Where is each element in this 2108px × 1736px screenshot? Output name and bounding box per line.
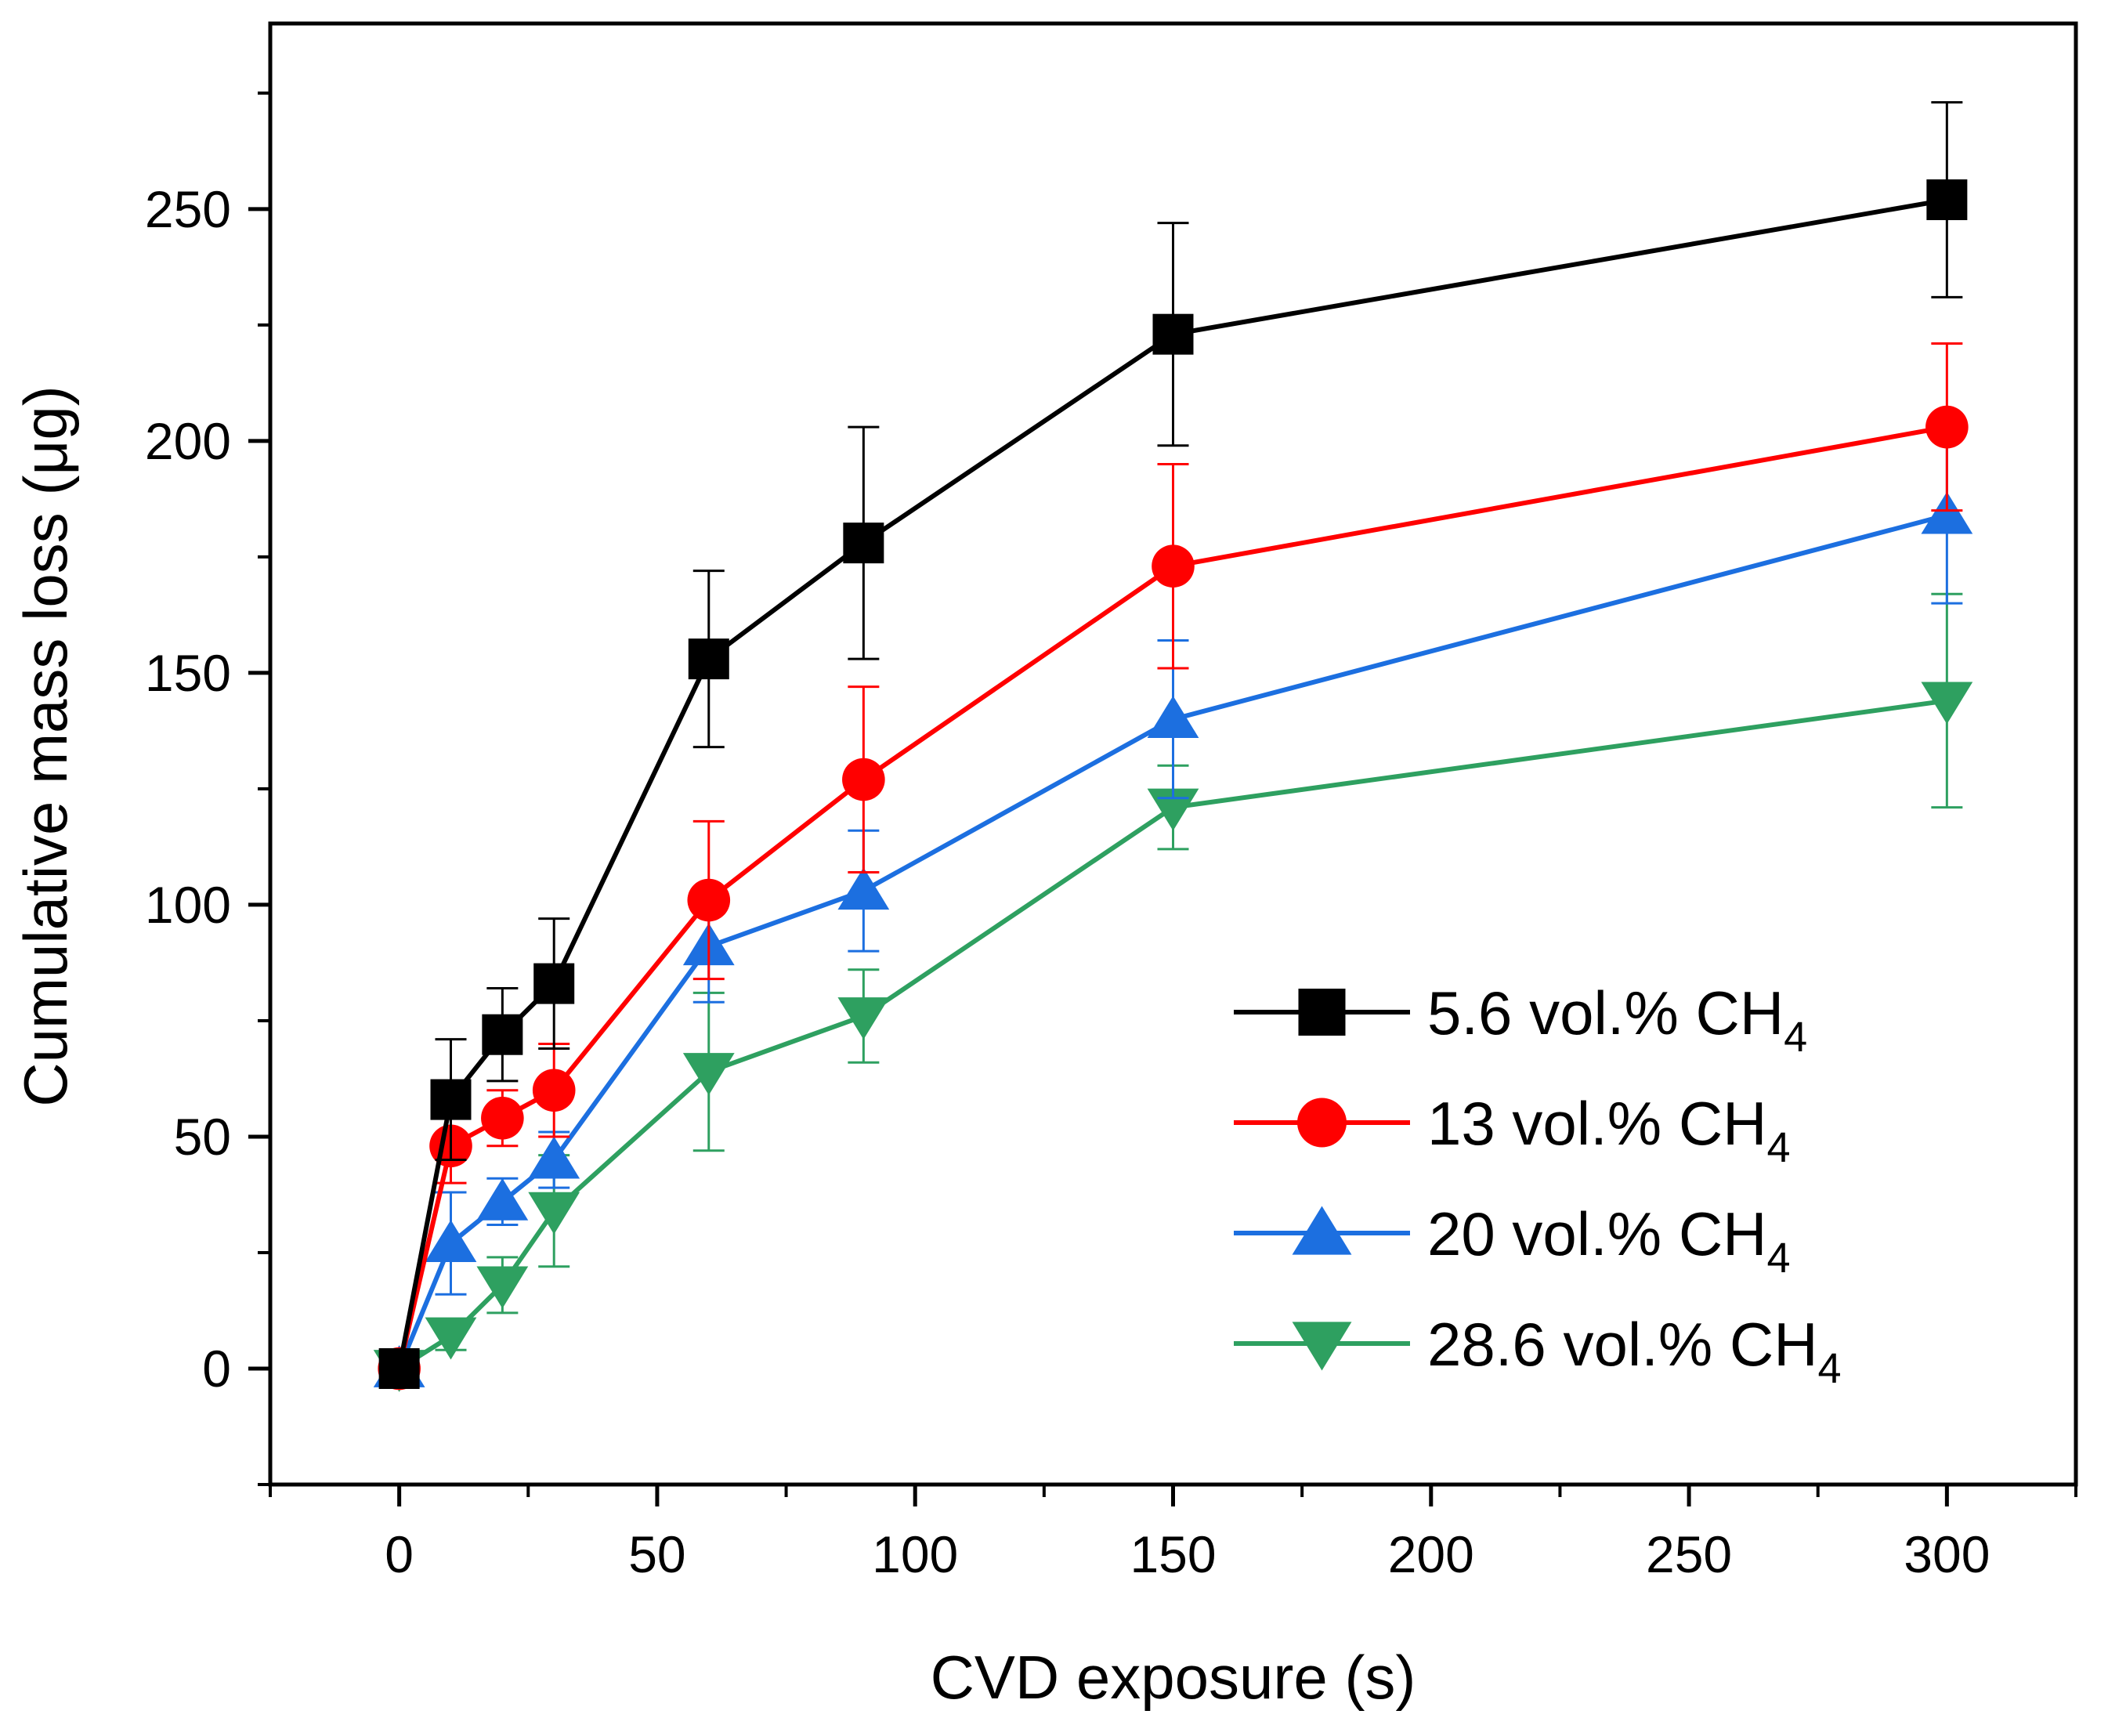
triangle-up-marker	[837, 867, 890, 910]
legend-label: 20 vol.% CH4	[1427, 1199, 1791, 1282]
ticks: 0 50 100 150 200 250 300 0 50 100 150 200 250	[145, 91, 2077, 1583]
series-3	[373, 425, 1973, 1387]
square-marker	[1152, 313, 1194, 355]
triangle-down-marker	[1292, 1322, 1352, 1371]
triangle-down-marker	[528, 1192, 580, 1235]
legend-entry: 28.6 vol.% CH4	[1234, 1310, 1842, 1392]
square-marker	[430, 1079, 472, 1120]
square-marker	[1298, 989, 1346, 1036]
legend-entry: 13 vol.% CH4	[1234, 1089, 1791, 1171]
legend-label-main: 5.6 vol.% CH	[1427, 978, 1784, 1047]
circle-marker	[687, 878, 731, 922]
triangle-up-marker	[425, 1220, 477, 1263]
square-marker	[688, 638, 729, 680]
triangle-down-marker	[476, 1266, 529, 1309]
circle-marker	[842, 758, 885, 801]
square-marker	[843, 523, 884, 564]
x-tick-label: 250	[1646, 1525, 1732, 1583]
x-tick-label: 0	[385, 1525, 414, 1583]
x-axis-title: CVD exposure (s)	[931, 1643, 1416, 1712]
triangle-up-marker	[1921, 491, 1973, 534]
circle-marker	[1152, 544, 1195, 588]
circle-marker	[1297, 1098, 1347, 1148]
triangle-down-marker	[837, 997, 890, 1040]
circle-marker	[1925, 405, 1969, 449]
legend-label-main: 20 vol.% CH	[1427, 1199, 1767, 1268]
legend-label-subscript: 4	[1818, 1345, 1842, 1392]
square-marker	[1926, 179, 1968, 220]
triangle-up-marker	[476, 1177, 529, 1221]
legend-label-main: 28.6 vol.% CH	[1427, 1310, 1818, 1379]
x-tick-label: 100	[872, 1525, 958, 1583]
x-tick-label: 150	[1130, 1525, 1216, 1583]
legend-label-subscript: 4	[1767, 1235, 1791, 1282]
y-tick-label: 200	[145, 412, 231, 470]
legend-label: 5.6 vol.% CH4	[1427, 978, 1807, 1061]
triangle-up-marker	[528, 1136, 580, 1179]
legend-label: 13 vol.% CH4	[1427, 1089, 1791, 1171]
circle-marker	[532, 1069, 576, 1112]
legend-label-main: 13 vol.% CH	[1427, 1089, 1767, 1158]
y-tick-label: 100	[145, 876, 231, 934]
x-tick-label: 50	[628, 1525, 685, 1583]
y-tick-label: 0	[202, 1340, 231, 1398]
series-4	[373, 592, 1973, 1392]
legend-label-subscript: 4	[1767, 1124, 1791, 1171]
legend-entry: 20 vol.% CH4	[1234, 1199, 1791, 1282]
circle-marker	[481, 1096, 524, 1140]
y-axis-title: Cumulative mass loss (μg)	[11, 385, 80, 1107]
legend-label: 28.6 vol.% CH4	[1427, 1310, 1842, 1392]
triangle-up-marker	[1292, 1206, 1352, 1255]
triangle-down-marker	[425, 1317, 477, 1360]
y-tick-label: 50	[174, 1108, 231, 1166]
x-tick-label: 300	[1904, 1525, 1990, 1583]
series-1	[378, 101, 1968, 1389]
plot-content	[373, 101, 1973, 1392]
square-marker	[378, 1347, 420, 1389]
legend-label-subscript: 4	[1784, 1014, 1807, 1061]
x-tick-label: 200	[1388, 1525, 1474, 1583]
triangle-up-marker	[1147, 696, 1199, 739]
square-marker	[533, 963, 575, 1004]
triangle-down-marker	[1921, 682, 1973, 725]
legend-entry: 5.6 vol.% CH4	[1234, 978, 1807, 1061]
y-tick-label: 250	[145, 180, 231, 238]
square-marker	[482, 1014, 523, 1055]
triangle-down-marker	[682, 1053, 735, 1095]
y-tick-label: 150	[145, 644, 231, 702]
